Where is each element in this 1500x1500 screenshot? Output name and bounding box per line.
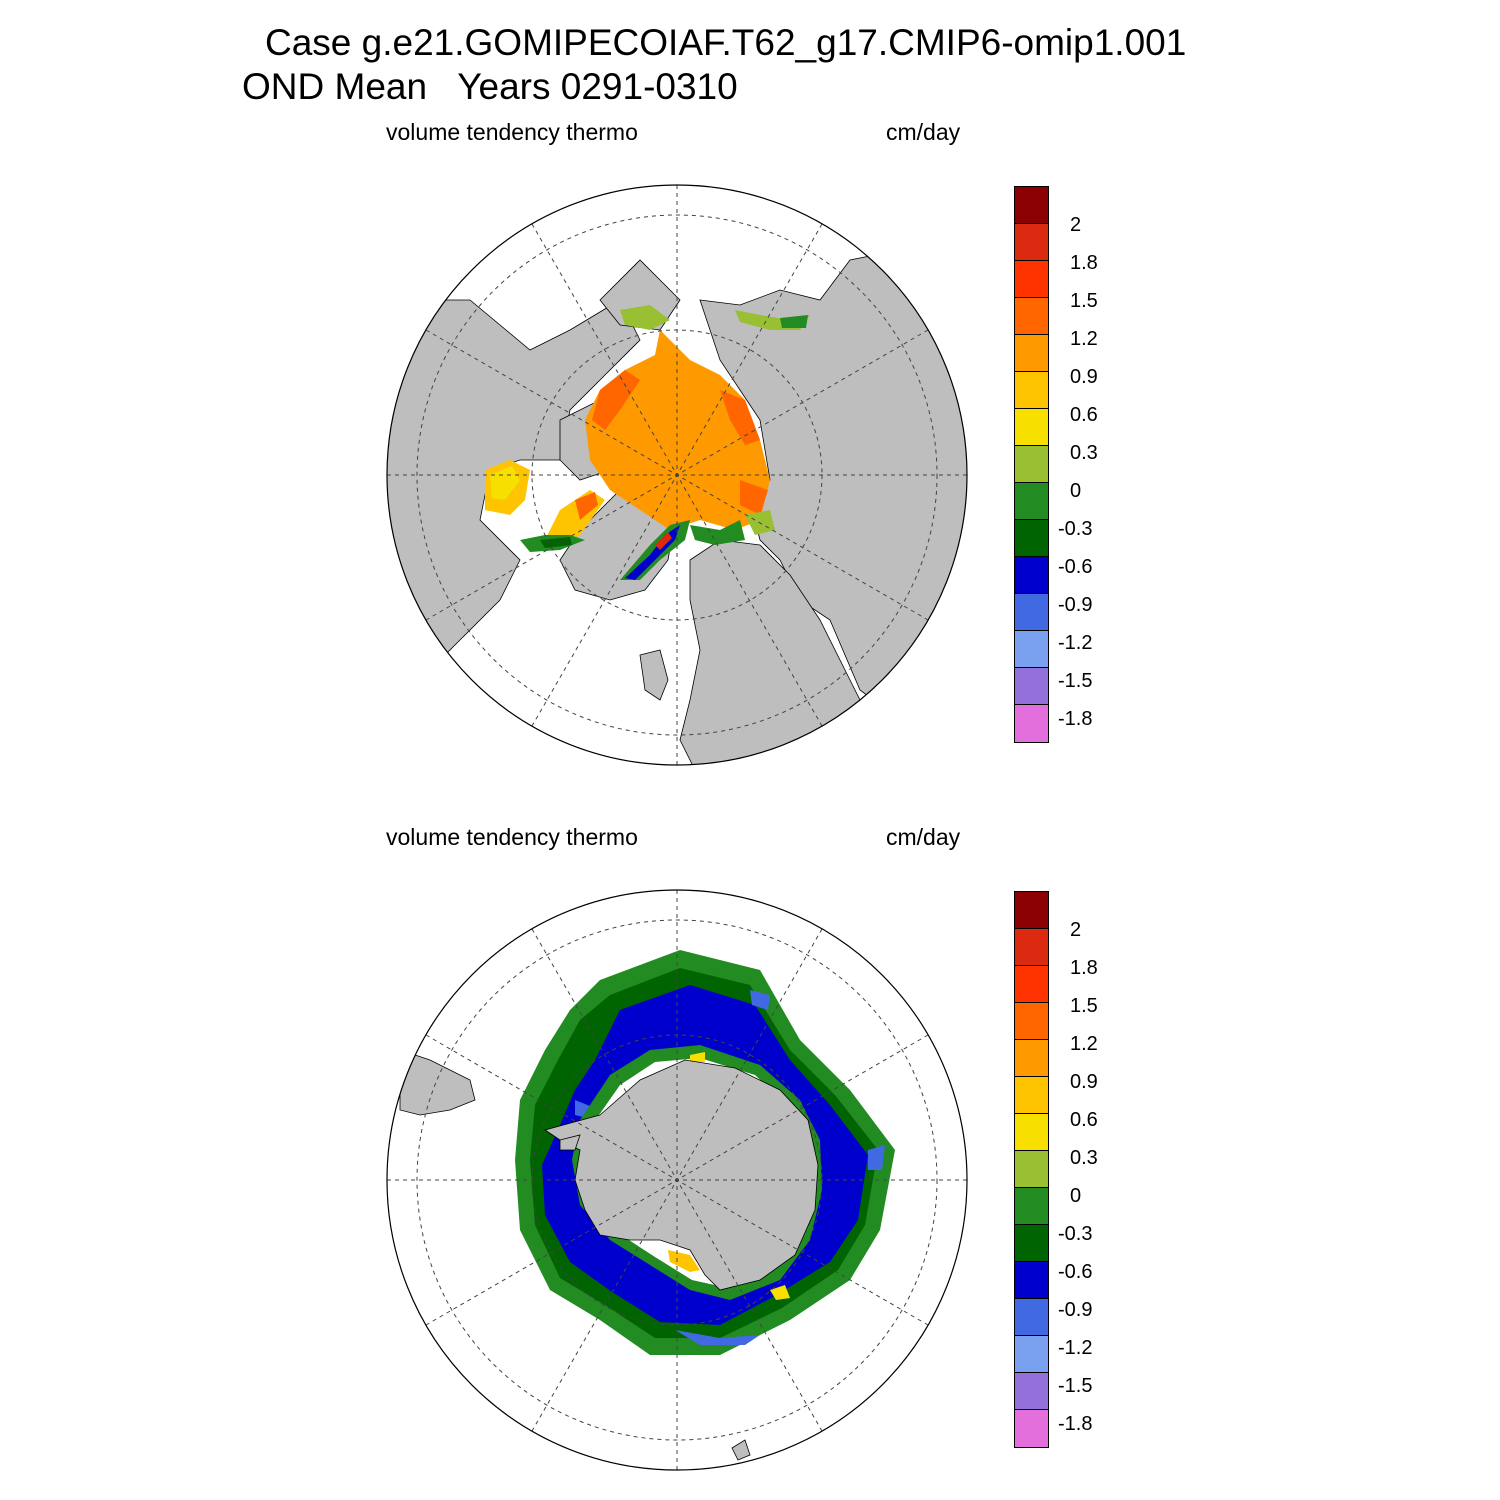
south-colorbar-swatch xyxy=(1015,1151,1048,1188)
north-colorbar-swatch xyxy=(1015,594,1048,631)
north-colorbar-swatch xyxy=(1015,557,1048,594)
south-colorbar-swatch xyxy=(1015,966,1048,1003)
north-colorbar-tick-label: -1.2 xyxy=(1058,632,1093,654)
south-colorbar-tick-label: -0.9 xyxy=(1058,1299,1093,1321)
figure-title-line-1: Case g.e21.GOMIPECOIAF.T62_g17.CMIP6-omi… xyxy=(265,22,1187,63)
north-colorbar-tick-label: 2 xyxy=(1070,214,1082,236)
north-colorbar-tick-label: -1.5 xyxy=(1058,670,1093,692)
south-colorbar-swatch xyxy=(1015,1188,1048,1225)
north-colorbar-swatch xyxy=(1015,224,1048,261)
south-land-masses xyxy=(399,1049,819,1461)
north-colorbar-tick-label: 1.2 xyxy=(1070,328,1098,350)
north-colorbar-swatch xyxy=(1015,187,1048,224)
north-colorbar: 2 1.8 1.5 1.2 0.9 0.6 0.3 0 -0.3 -0.6 -0.9 -1.2 -1.5… xyxy=(1014,186,1098,743)
north-panel-units-label: cm/day xyxy=(886,119,961,145)
south-colorbar-tick-label: 1.8 xyxy=(1070,957,1098,979)
south-colorbar-tick-label: -0.6 xyxy=(1058,1261,1093,1283)
north-colorbar-tick-label: -0.3 xyxy=(1058,518,1093,540)
south-colorbar-swatch xyxy=(1015,1336,1048,1373)
north-colorbar-swatch xyxy=(1015,409,1048,446)
south-colorbar-swatch xyxy=(1015,1225,1048,1262)
north-colorbar-tick-label: 0 xyxy=(1070,480,1082,502)
north-colorbar-swatch xyxy=(1015,372,1048,409)
south-colorbar-tick-label: 0 xyxy=(1070,1185,1082,1207)
south-colorbar-tick-label: 0.6 xyxy=(1070,1109,1098,1131)
north-colorbar-tick-label: 1.8 xyxy=(1070,252,1098,274)
north-colorbar-tick-label: -0.9 xyxy=(1058,594,1093,616)
south-map-border xyxy=(386,889,968,1471)
south-colorbar-swatch xyxy=(1015,1262,1048,1299)
south-colorbar-swatch xyxy=(1015,1299,1048,1336)
figure-title-line-2: OND Mean Years 0291-0310 xyxy=(242,66,738,107)
north-colorbar-swatch xyxy=(1015,446,1048,483)
north-graticule xyxy=(387,185,967,765)
north-map-border xyxy=(386,184,968,766)
north-colorbar-swatch xyxy=(1015,520,1048,557)
north-panel-variable-label: volume tendency thermo xyxy=(386,119,638,145)
north-ice-tendency-field xyxy=(485,305,810,580)
north-colorbar-tick-label: 0.9 xyxy=(1070,366,1098,388)
south-colorbar-swatches xyxy=(1014,891,1049,1448)
north-colorbar-swatch xyxy=(1015,483,1048,520)
south-colorbar: 2 1.8 1.5 1.2 0.9 0.6 0.3 0 -0.3 -0.6 -0.9 -1.2 -1.5… xyxy=(1014,891,1098,1448)
south-colorbar-tick-label: -0.3 xyxy=(1058,1223,1093,1245)
south-colorbar-tick-label: -1.2 xyxy=(1058,1337,1093,1359)
south-colorbar-tick-label: 2 xyxy=(1070,919,1082,941)
north-polar-map xyxy=(386,184,968,766)
south-colorbar-swatch xyxy=(1015,1040,1048,1077)
south-colorbar-tick-label: 0.9 xyxy=(1070,1071,1098,1093)
south-colorbar-tick-label: 1.2 xyxy=(1070,1033,1098,1055)
north-colorbar-tick-label: -0.6 xyxy=(1058,556,1093,578)
north-colorbar-swatches xyxy=(1014,186,1049,743)
south-colorbar-swatch xyxy=(1015,929,1048,966)
south-colorbar-swatch xyxy=(1015,1373,1048,1410)
south-colorbar-tick-label: -1.5 xyxy=(1058,1375,1093,1397)
north-colorbar-swatch xyxy=(1015,668,1048,705)
south-colorbar-swatch xyxy=(1015,1077,1048,1114)
north-colorbar-swatch xyxy=(1015,261,1048,298)
north-colorbar-tick-label: 1.5 xyxy=(1070,290,1098,312)
north-colorbar-swatch xyxy=(1015,335,1048,372)
north-colorbar-swatch xyxy=(1015,705,1048,742)
south-colorbar-tick-label: -1.8 xyxy=(1058,1413,1093,1435)
north-colorbar-tick-label: 0.6 xyxy=(1070,404,1098,426)
south-colorbar-swatch xyxy=(1015,1003,1048,1040)
north-colorbar-swatch xyxy=(1015,631,1048,668)
south-panel-variable-label: volume tendency thermo xyxy=(386,824,638,850)
north-colorbar-swatch xyxy=(1015,298,1048,335)
south-polar-map xyxy=(386,889,968,1471)
south-colorbar-tick-label: 1.5 xyxy=(1070,995,1098,1017)
south-colorbar-tick-label: 0.3 xyxy=(1070,1147,1098,1169)
south-graticule xyxy=(387,890,967,1470)
north-colorbar-tick-label: 0.3 xyxy=(1070,442,1098,464)
south-panel-units-label: cm/day xyxy=(886,824,961,850)
south-colorbar-swatch xyxy=(1015,1114,1048,1151)
south-colorbar-swatch xyxy=(1015,892,1048,929)
south-colorbar-swatch xyxy=(1015,1410,1048,1447)
north-colorbar-tick-label: -1.8 xyxy=(1058,708,1093,730)
